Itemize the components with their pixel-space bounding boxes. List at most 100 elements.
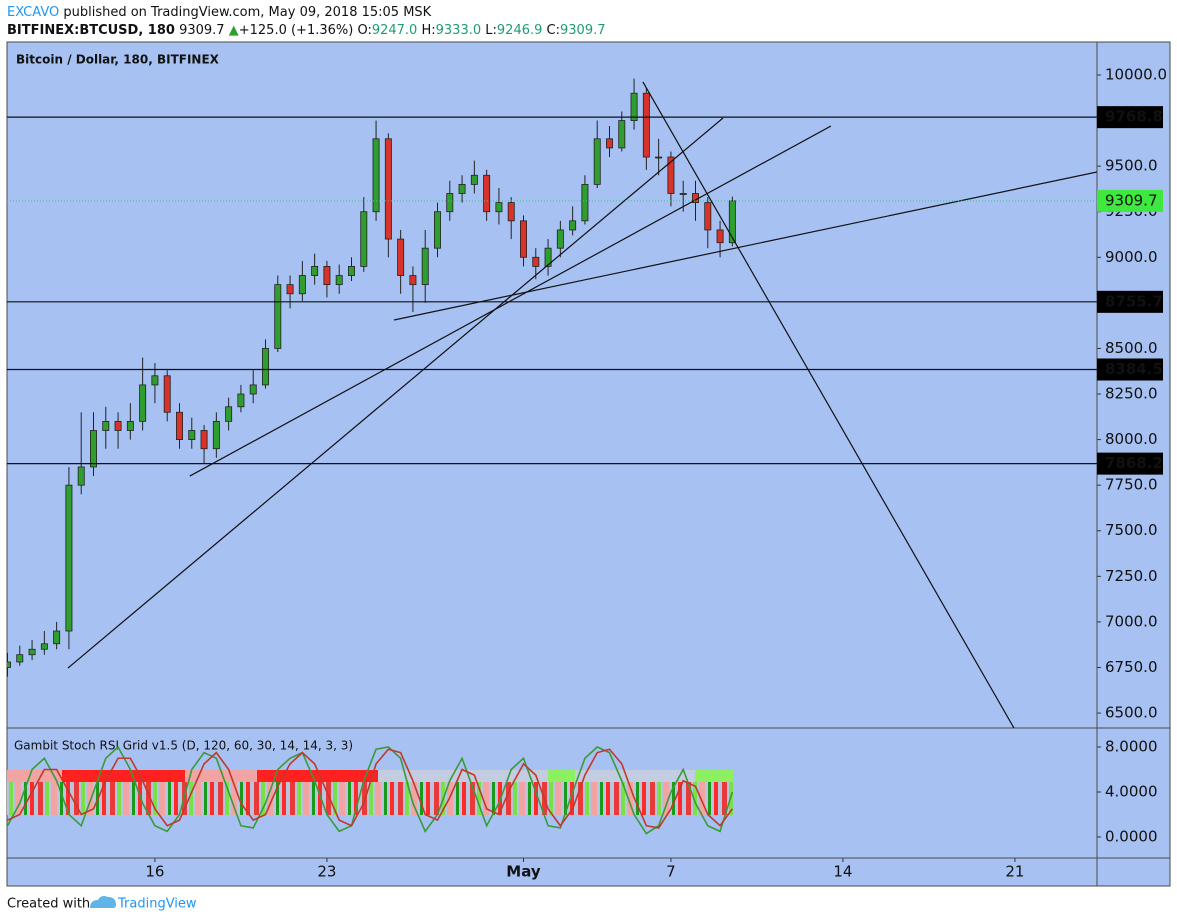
candle-body xyxy=(495,202,503,213)
y-tick-label: 6750.0 xyxy=(1105,658,1158,676)
x-tick-label: May xyxy=(506,863,541,881)
candle-body xyxy=(483,174,491,213)
y-tick-label: 0.0000 xyxy=(1105,827,1158,845)
y-tick-label: 7000.0 xyxy=(1105,612,1158,630)
footer-created: Created with xyxy=(7,897,90,912)
candle-body xyxy=(458,183,466,194)
candle-body xyxy=(544,247,552,267)
candle-body xyxy=(298,275,306,295)
indicator-title: Gambit Stoch RSI Grid v1.5 (D, 120, 60, … xyxy=(14,739,353,753)
trend-line xyxy=(189,125,832,477)
candle-body xyxy=(593,138,601,185)
last-price-box xyxy=(1097,189,1163,212)
candle-body xyxy=(716,229,724,244)
x-tick-label: 16 xyxy=(145,863,164,881)
candle-body xyxy=(126,420,134,431)
candle-body xyxy=(151,375,159,386)
candle-body xyxy=(360,211,368,267)
candle-body xyxy=(163,375,171,413)
candle-body xyxy=(397,238,405,276)
candle-body xyxy=(212,420,220,450)
candle-body xyxy=(40,643,48,650)
symbol: BITFINEX:BTCUSD, 180 xyxy=(7,23,175,38)
y-tick-label: 8000.0 xyxy=(1105,430,1158,448)
candle-body xyxy=(384,138,392,240)
x-tick-label: 7 xyxy=(666,863,676,881)
chart-title: Bitcoin / Dollar, 180, BITFINEX xyxy=(16,53,220,67)
y-tick-label: 7250.0 xyxy=(1105,567,1158,585)
grid-row xyxy=(575,770,695,782)
h-label: H: xyxy=(421,23,435,38)
candle-body xyxy=(421,247,429,286)
grid-row xyxy=(695,770,733,782)
candle-body xyxy=(176,411,183,440)
level-label: 7868.2 xyxy=(1105,454,1163,472)
candle-body xyxy=(728,200,736,244)
candle-body xyxy=(618,120,626,149)
y-tick-label: 9500.0 xyxy=(1105,157,1158,175)
candle-body xyxy=(274,284,282,349)
y-tick-label: 8500.0 xyxy=(1105,339,1158,357)
price: 9309.7 xyxy=(179,23,225,38)
y-tick-label: 7750.0 xyxy=(1105,476,1158,494)
grid-row xyxy=(7,782,733,815)
o-label: O: xyxy=(357,23,371,38)
l-value: 9246.9 xyxy=(497,23,543,38)
candle-body xyxy=(606,138,613,149)
candle-body xyxy=(16,654,24,663)
candle-body xyxy=(7,661,11,668)
published: published on TradingView.com, May 09, 20… xyxy=(63,5,431,20)
candle-body xyxy=(65,484,73,632)
y-tick-label: 8250.0 xyxy=(1105,385,1158,403)
level-box xyxy=(1097,358,1163,381)
x-tick-label: 14 xyxy=(833,863,852,881)
candle-body xyxy=(667,156,675,194)
candle-body xyxy=(704,202,712,231)
candle-body xyxy=(569,220,577,231)
candle-body xyxy=(470,174,478,185)
h-value: 9333.0 xyxy=(436,23,482,38)
change: +125.0 (+1.36%) xyxy=(239,23,354,38)
plot-area xyxy=(7,78,1097,728)
grid-row xyxy=(548,770,575,782)
footer-brand[interactable]: TradingView xyxy=(117,897,197,912)
y-tick-label: 8.0000 xyxy=(1105,738,1158,756)
candle-body xyxy=(188,430,196,440)
candle-body xyxy=(262,348,269,386)
y-tick-label: 6500.0 xyxy=(1105,704,1158,722)
logo xyxy=(90,896,116,908)
candle-body xyxy=(372,138,380,213)
author[interactable]: EXCAVO xyxy=(7,5,59,20)
level-label: 8755.7 xyxy=(1105,292,1163,310)
symbol-line: BITFINEX:BTCUSD, 180 9309.7 ▲+125.0 (+1.… xyxy=(7,23,606,38)
candle-body xyxy=(348,266,355,276)
candle-body xyxy=(114,420,122,431)
candle-body xyxy=(335,275,343,286)
trend-line xyxy=(642,81,1015,728)
candle-body xyxy=(446,193,454,213)
level-box xyxy=(1097,106,1163,129)
x-tick-label: 23 xyxy=(317,863,336,881)
candle-body xyxy=(286,284,294,295)
candle-body xyxy=(581,183,589,222)
candle-body xyxy=(53,630,61,645)
trend-line xyxy=(393,171,1097,321)
candle-body xyxy=(90,430,97,468)
stoch-grid xyxy=(7,770,733,815)
header-line: EXCAVO published on TradingView.com, May… xyxy=(7,5,432,20)
grid-row xyxy=(257,770,378,782)
candle-body xyxy=(520,220,527,258)
l-label: L: xyxy=(485,23,497,38)
candle-body xyxy=(311,266,319,276)
candle-body xyxy=(77,466,85,486)
candle-body xyxy=(655,156,663,159)
level-label: 8384.5 xyxy=(1105,360,1163,378)
stoch-line xyxy=(7,748,734,829)
candle-body xyxy=(507,202,515,222)
c-value: 9309.7 xyxy=(560,23,606,38)
candle-body xyxy=(200,430,208,450)
candle-body xyxy=(249,384,257,395)
o-value: 9247.0 xyxy=(372,23,418,38)
level-box xyxy=(1097,452,1163,475)
